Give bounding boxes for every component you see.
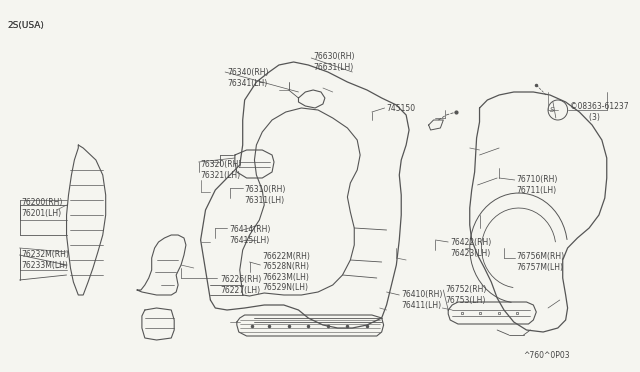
Text: 76340(RH)
76341(LH): 76340(RH) 76341(LH)	[227, 68, 269, 88]
Text: ©08363-61237
        (3): ©08363-61237 (3)	[570, 102, 628, 122]
Text: 76410(RH)
76411(LH): 76410(RH) 76411(LH)	[401, 290, 443, 310]
Text: 76310(RH)
76311(LH): 76310(RH) 76311(LH)	[244, 185, 286, 205]
Text: 76320(RH)
76321(LH): 76320(RH) 76321(LH)	[200, 160, 242, 180]
Text: 76622M(RH)
76528N(RH)
76623M(LH)
76529N(LH): 76622M(RH) 76528N(RH) 76623M(LH) 76529N(…	[262, 252, 310, 292]
Text: 76414(RH)
76415(LH): 76414(RH) 76415(LH)	[229, 225, 270, 245]
Text: 76756M(RH)
76757M(LH): 76756M(RH) 76757M(LH)	[516, 252, 565, 272]
Text: 745150: 745150	[387, 103, 416, 112]
Text: 76200(RH)
76201(LH): 76200(RH) 76201(LH)	[22, 198, 63, 218]
Text: 76630(RH)
76631(LH): 76630(RH) 76631(LH)	[313, 52, 355, 72]
Text: 76710(RH)
76711(LH): 76710(RH) 76711(LH)	[516, 175, 558, 195]
Text: ^760^0P03: ^760^0P03	[524, 350, 570, 359]
Text: 2S(USA): 2S(USA)	[8, 20, 45, 29]
Text: 76226(RH)
76227(LH): 76226(RH) 76227(LH)	[220, 275, 262, 295]
Text: 2S(USA): 2S(USA)	[8, 20, 45, 29]
Text: 76752(RH)
76753(LH): 76752(RH) 76753(LH)	[445, 285, 486, 305]
Text: 76422(RH)
76423(LH): 76422(RH) 76423(LH)	[450, 238, 492, 258]
Text: S: S	[550, 107, 554, 113]
Text: 76232M(RH)
76233M(LH): 76232M(RH) 76233M(LH)	[22, 250, 69, 270]
